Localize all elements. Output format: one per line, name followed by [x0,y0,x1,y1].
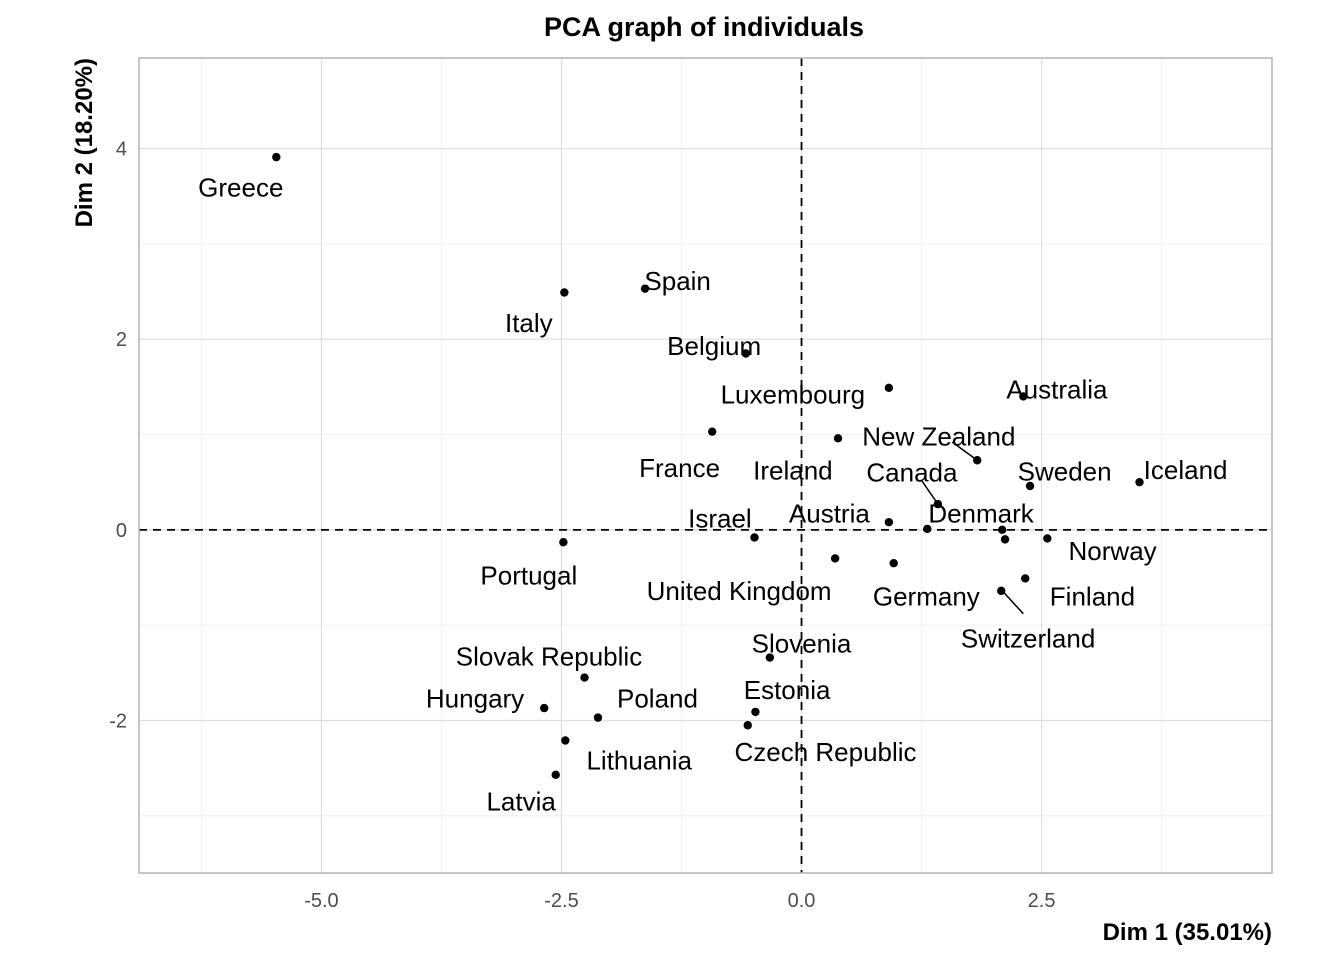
x-axis-title: Dim 1 (35.01%) [1103,919,1272,946]
data-point [708,427,717,436]
reference-lines [139,58,1272,873]
point-label: Hungary [426,684,524,714]
chart-title: PCA graph of individuals [544,12,864,42]
point-label: France [639,453,720,483]
grid-layer [139,58,1272,873]
point-label: Poland [617,684,698,714]
data-point [743,721,752,730]
data-point [833,434,843,443]
x-tick-labels: -5.0 -2.5 0.0 2.5 [304,890,1055,912]
data-point [973,456,982,465]
data-point [765,653,775,662]
labels-layer: Greece Italy Spain Belgium Luxembourg Austral… [198,173,1227,817]
point-label: United Kingdom [647,576,832,606]
panel-border [138,57,1273,874]
data-point [923,524,932,534]
data-point [272,152,281,162]
point-label: Finland [1050,582,1135,612]
point-label: Latvia [486,787,556,817]
point-label: Switzerland [961,624,1095,654]
point-label: Denmark [928,499,1034,529]
data-point [580,673,589,682]
data-point [1021,574,1030,583]
y-axis-title: Dim 2 (18.20%) [71,58,98,227]
y-tick-label: 2 [116,329,127,351]
point-label: Czech Republic [734,737,916,767]
data-point [640,284,650,293]
data-point [741,349,751,358]
data-point [1019,392,1028,401]
x-tick-label: -2.5 [544,890,578,912]
point-label: Canada [866,458,958,488]
data-point [889,559,898,568]
data-point [1043,534,1052,543]
point-label: Iceland [1144,455,1228,485]
data-point [559,538,568,547]
data-point [997,586,1006,596]
point-label: New Zealand [862,421,1015,451]
data-point [884,518,894,527]
data-point [933,499,943,509]
data-point [884,383,894,393]
point-label: Norway [1069,536,1157,566]
data-point [997,525,1007,535]
data-point [1000,535,1010,544]
point-label: Ireland [753,456,833,486]
point-label: Greece [198,173,283,203]
point-label: Slovenia [752,628,852,658]
leader-line [920,479,939,505]
data-point [551,770,560,780]
y-tick-label: 0 [116,520,127,542]
point-label: Portugal [480,561,577,591]
x-tick-label: -5.0 [304,890,338,912]
x-tick-label: 0.0 [788,890,816,912]
leader-line [951,441,978,461]
data-point [750,533,759,542]
point-label: Slovak Republic [456,642,642,672]
point-label: Lithuania [586,746,692,776]
data-point [539,703,549,713]
y-tick-labels: -2 0 2 4 [109,139,127,733]
data-point [593,713,603,722]
data-point [560,288,569,297]
point-label: Germany [873,582,980,612]
point-label: Austria [789,499,870,529]
leader-lines [920,441,1024,615]
leader-line [1002,591,1024,615]
point-label: Belgium [667,331,761,361]
x-tick-label: 2.5 [1028,890,1056,912]
data-point [1135,477,1144,487]
point-label: Italy [505,308,553,338]
point-label: Spain [644,266,711,296]
point-label: Estonia [744,675,831,705]
point-label: Sweden [1018,457,1112,487]
point-label: Australia [1006,375,1108,405]
y-tick-label: -2 [109,710,127,732]
data-point [751,707,760,717]
point-label: Israel [688,503,752,533]
data-point [830,554,840,563]
points-layer [272,152,1144,780]
y-tick-label: 4 [116,139,127,161]
data-point [561,736,570,745]
data-point [1025,481,1035,491]
point-label: Luxembourg [721,379,866,409]
